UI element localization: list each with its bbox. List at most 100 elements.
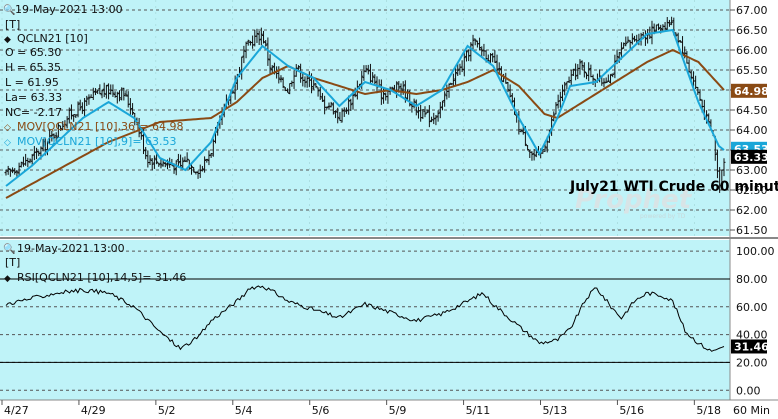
price-bar	[423, 106, 427, 118]
price-bar	[144, 147, 148, 160]
price-bar	[54, 132, 58, 142]
header-net-change: NC= -2.17	[5, 106, 62, 119]
price-bar	[371, 72, 375, 83]
time-tick-label: 5/6	[312, 404, 330, 417]
price-bar	[65, 116, 69, 129]
price-bar	[526, 145, 530, 151]
price-bar	[414, 99, 418, 116]
price-bar	[624, 36, 628, 47]
rsi-tick-label: 80.00	[736, 273, 768, 286]
price-bar	[447, 83, 451, 98]
rsi-tick-label: 0.00	[736, 384, 761, 397]
ma9-diamond-icon: ◇	[4, 138, 11, 148]
rsi-tick-label: 100.00	[736, 245, 775, 258]
price-bar	[344, 107, 348, 114]
rsi-legend: 🔍 19-May-2021 13:00 [T] ◆ RSI[QCLN21 [10…	[3, 242, 186, 284]
ma36-line	[5, 48, 725, 199]
price-tick-label: 64.50	[736, 104, 768, 117]
price-bar	[399, 83, 403, 96]
price-bar	[373, 74, 377, 86]
price-tick-label: 64.00	[736, 124, 768, 137]
price-bar	[87, 94, 91, 105]
price-bar	[622, 42, 626, 49]
time-tick-label: 5/18	[696, 404, 721, 417]
price-bar	[155, 153, 159, 165]
price-bar	[93, 88, 97, 96]
ma9-legend: MOV[QCLN21 [10],9]= 63.53	[17, 135, 177, 148]
price-bar	[366, 64, 370, 75]
price-bar	[181, 157, 185, 170]
price-tick-label: 67.00	[736, 4, 768, 17]
price-bar	[78, 99, 82, 111]
price-bar	[124, 90, 128, 97]
price-bar	[102, 82, 106, 98]
time-unit-label: 60 Min	[733, 404, 770, 417]
price-tick-label: 62.00	[736, 204, 768, 217]
price-tick-label: 66.00	[736, 44, 768, 57]
price-bar	[464, 50, 468, 62]
price-bar	[96, 89, 100, 94]
ma36-legend: MOV[QCLN21 [10],36]= 64.98	[17, 120, 184, 133]
ma9-line	[5, 28, 725, 187]
price-bar	[556, 94, 560, 109]
price-bar	[152, 155, 156, 169]
price-bar	[63, 120, 67, 126]
price-bar	[286, 88, 290, 93]
ohlc-bars	[4, 16, 726, 193]
zoom-icon[interactable]: 🔍	[3, 3, 15, 16]
time-tick-label: 5/11	[466, 404, 491, 417]
price-tag: 64.98	[731, 83, 769, 98]
price-bar	[443, 91, 447, 107]
rsi-last-tag: 31.46	[731, 339, 769, 354]
price-bar	[329, 101, 333, 108]
price-bar	[266, 37, 270, 66]
header-bracket: [T]	[5, 18, 20, 31]
rsi-tick-label: 40.00	[736, 329, 768, 342]
price-bar	[13, 168, 17, 175]
price-bar	[244, 41, 248, 59]
price-bar	[602, 78, 606, 88]
price-bar	[436, 110, 440, 122]
time-tick-label: 5/16	[619, 404, 644, 417]
rsi-header-datetime: 19-May-2021 13:00	[17, 242, 125, 255]
time-tick-label: 4/27	[4, 404, 29, 417]
header-low: L = 61.95	[5, 76, 59, 89]
price-bar	[179, 154, 183, 168]
price-bar	[255, 28, 259, 43]
rsi-zoom-icon[interactable]: 🔍	[3, 242, 15, 255]
price-bar	[157, 162, 161, 167]
price-bar	[347, 95, 351, 115]
price-bar	[50, 130, 54, 142]
price-bar	[11, 167, 15, 174]
price-bar	[478, 37, 482, 51]
price-bar	[561, 84, 565, 102]
rsi-line	[5, 285, 725, 352]
price-bar	[281, 77, 285, 89]
price-bar	[91, 87, 95, 100]
price-bar	[506, 81, 510, 93]
price-bar	[203, 156, 207, 173]
price-bar	[190, 163, 194, 175]
price-bar	[696, 86, 700, 95]
price-bar	[722, 158, 726, 177]
price-bar	[76, 101, 80, 118]
price-bar	[150, 158, 154, 171]
price-bar	[342, 107, 346, 117]
price-bar	[440, 100, 444, 111]
price-bar	[72, 114, 76, 122]
price-bar	[563, 81, 567, 96]
price-bar	[574, 63, 578, 81]
price-bar	[85, 95, 89, 107]
price-bar	[606, 74, 610, 83]
header-datetime: 19-May-2021 13:00	[15, 3, 123, 16]
price-bar	[604, 77, 608, 84]
price-tick-label: 61.50	[736, 224, 768, 237]
price-bar	[176, 153, 180, 168]
time-tick-label: 5/4	[235, 404, 253, 417]
price-bar	[259, 27, 263, 46]
rsi-axis-labels: 0.00 20.00 40.00 60.00 80.00 100.00	[736, 245, 775, 397]
price-bar	[382, 87, 386, 104]
rsi-tick-label: 60.00	[736, 301, 768, 314]
price-bar	[316, 87, 320, 97]
